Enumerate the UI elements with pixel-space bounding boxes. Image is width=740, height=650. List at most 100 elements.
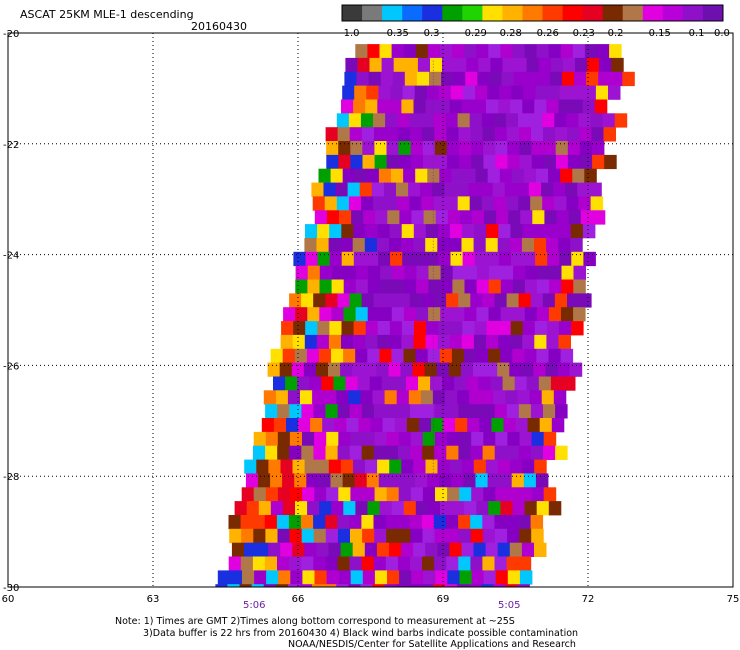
swath-cell xyxy=(353,459,366,474)
swath-cell xyxy=(325,515,338,530)
swath-cell xyxy=(510,334,523,350)
swath-cell xyxy=(270,348,284,364)
swath-cell xyxy=(377,334,390,350)
swath-cell xyxy=(377,459,390,474)
swath-cell xyxy=(319,279,332,294)
swath-cell xyxy=(510,99,523,114)
swath-cell xyxy=(548,348,561,364)
swath-cell xyxy=(414,321,427,336)
colorbar-swatch xyxy=(622,5,644,21)
swath-cell xyxy=(471,431,484,447)
swath-cell xyxy=(347,182,361,197)
colorbar-tick-label: -0.35 xyxy=(383,28,409,39)
swath-cell xyxy=(318,168,331,183)
colorbar-swatch xyxy=(562,5,584,21)
swath-cell xyxy=(493,584,506,588)
swath-cell xyxy=(510,224,523,239)
swath-cell xyxy=(240,556,254,571)
swath-cell xyxy=(348,390,361,405)
swath-cell xyxy=(352,542,366,557)
swath-cell xyxy=(373,293,387,308)
swath-cell xyxy=(524,279,538,294)
swath-cell xyxy=(492,182,506,197)
swath-cell xyxy=(532,210,545,225)
swath-cell xyxy=(373,404,387,419)
colorbar-swatch xyxy=(402,5,423,21)
swath-cell xyxy=(475,168,489,183)
swath-cell xyxy=(410,141,424,156)
swath-cell xyxy=(439,44,453,59)
swath-cell xyxy=(319,265,333,280)
swath-cell xyxy=(366,168,380,183)
swath-cell xyxy=(482,293,495,308)
swath-cell xyxy=(490,376,503,391)
swath-cell xyxy=(389,321,403,336)
swath-cell xyxy=(497,362,510,377)
swath-cell xyxy=(404,279,417,294)
swath-cell xyxy=(571,321,584,336)
swath-cell xyxy=(499,85,512,100)
swath-cell xyxy=(253,445,266,460)
swath-cell xyxy=(387,210,400,225)
swath-cell xyxy=(337,404,351,419)
swath-cell xyxy=(437,334,451,350)
swath-cell xyxy=(382,418,396,433)
swath-cell xyxy=(509,542,523,557)
swath-cell xyxy=(313,515,326,530)
swath-cell xyxy=(445,390,458,405)
swath-cell xyxy=(518,515,531,530)
swath-cell xyxy=(498,99,511,114)
swath-cell xyxy=(471,154,484,170)
swath-cell xyxy=(364,238,378,253)
swath-cell xyxy=(563,376,576,391)
swath-cell xyxy=(578,196,591,211)
swath-cell xyxy=(434,127,447,142)
swath-cell xyxy=(285,376,298,391)
swath-cell xyxy=(379,44,392,59)
swath-cell xyxy=(538,57,552,73)
swath-cell xyxy=(560,348,574,364)
y-tick-label: -24 xyxy=(3,251,19,262)
swath-cell xyxy=(415,348,429,364)
swath-cell xyxy=(361,445,375,460)
swath-cell xyxy=(244,459,257,474)
swath-cell xyxy=(566,196,579,211)
swath-cell xyxy=(560,44,574,59)
swath-cell xyxy=(469,113,483,128)
swath-cell xyxy=(398,431,412,447)
swath-cell xyxy=(597,44,610,59)
swath-cell xyxy=(254,570,267,585)
y-tick-label: -30 xyxy=(3,583,19,594)
swath-cell xyxy=(500,501,513,516)
swath-cell xyxy=(555,154,569,170)
swath-cell xyxy=(331,265,345,280)
swath-cell xyxy=(324,390,337,405)
swath-cell xyxy=(378,473,392,488)
swath-cell xyxy=(370,418,383,433)
swath-cell xyxy=(511,85,524,100)
swath-cell xyxy=(374,487,388,502)
swath-cell xyxy=(313,445,326,460)
swath-cell xyxy=(598,71,611,87)
swath-cell xyxy=(481,196,495,211)
swath-cell xyxy=(507,154,520,170)
swath-cell xyxy=(263,584,277,588)
swath-cell xyxy=(282,501,296,516)
swath-cell xyxy=(353,334,366,350)
swath-cell xyxy=(539,418,553,433)
swath-cell xyxy=(488,501,501,516)
swath-cell xyxy=(459,154,472,170)
swath-cell xyxy=(277,556,290,571)
swath-cell xyxy=(549,279,562,294)
swath-cell xyxy=(304,459,318,474)
swath-cell xyxy=(551,418,565,433)
colorbar-tick-label: -0.3 xyxy=(420,28,440,39)
colorbar-tick-label: 0.0 xyxy=(714,28,730,39)
swath-cell xyxy=(471,141,484,156)
swath-cell xyxy=(337,515,350,530)
swath-cell xyxy=(293,321,306,336)
swath-cell xyxy=(451,168,464,183)
swath-cell xyxy=(301,404,314,419)
note-line-3: NOAA/NESDIS/Center for Satellite Applica… xyxy=(288,639,576,650)
swath-cell xyxy=(428,265,441,280)
